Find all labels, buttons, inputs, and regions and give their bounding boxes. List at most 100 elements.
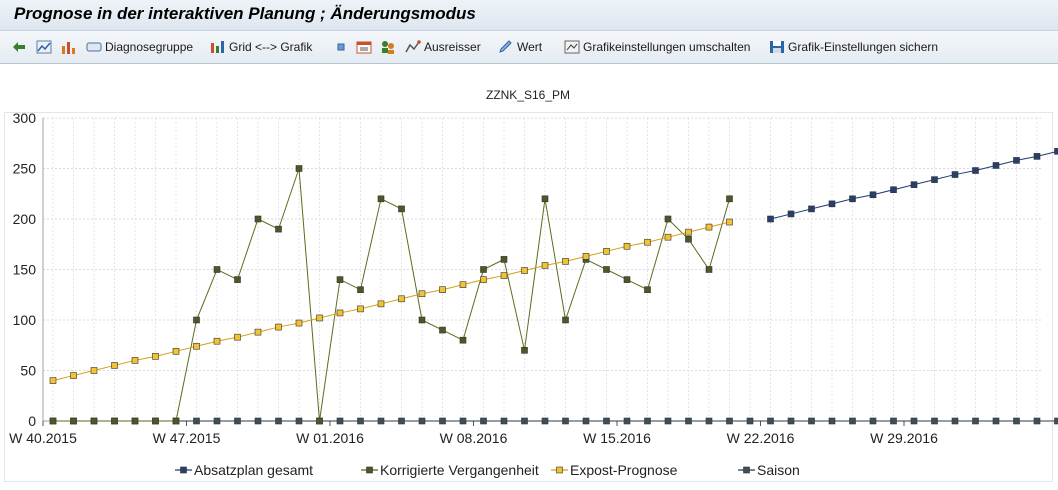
data-point xyxy=(172,348,180,355)
window-title: Prognose in der interaktiven Planung ; Ä… xyxy=(14,4,476,23)
square-button[interactable] xyxy=(332,37,349,57)
data-point xyxy=(336,417,344,425)
grid-chart-icon xyxy=(209,39,226,55)
diagnosegruppe-button[interactable]: Diagnosegruppe xyxy=(85,37,193,57)
data-point xyxy=(480,266,487,273)
data-point xyxy=(992,162,1000,169)
y-tick-label: 0 xyxy=(28,413,36,429)
data-point xyxy=(931,417,938,425)
data-point xyxy=(910,181,918,188)
outlier-icon xyxy=(404,39,421,55)
calendar-button[interactable] xyxy=(355,37,372,57)
grafik-einstellungen-sichern-button[interactable]: Grafik-Einstellungen sichern xyxy=(768,37,938,57)
settings-switch-icon xyxy=(563,39,580,55)
series-line-2 xyxy=(52,221,730,382)
grafikeinstellungen-umschalten-button[interactable]: Grafikeinstellungen umschalten xyxy=(563,37,750,57)
data-point xyxy=(459,336,467,344)
data-point xyxy=(890,186,897,194)
line-chart-button[interactable] xyxy=(35,37,52,57)
sort-button[interactable] xyxy=(59,37,76,57)
data-point xyxy=(787,210,795,218)
data-point xyxy=(541,195,549,203)
data-point xyxy=(664,215,672,223)
data-point xyxy=(459,417,467,425)
data-point xyxy=(213,417,221,425)
data-point xyxy=(111,362,118,369)
data-point xyxy=(295,417,303,425)
data-point xyxy=(521,267,528,274)
data-point xyxy=(480,417,487,425)
data-point xyxy=(992,417,1000,425)
people-button[interactable] xyxy=(379,37,396,57)
wert-button[interactable]: Wert xyxy=(497,37,542,57)
legend-marker xyxy=(366,466,373,474)
y-tick-label: 100 xyxy=(13,312,37,328)
series-line-1 xyxy=(53,168,730,422)
x-tick-label: W 15.2016 xyxy=(583,430,651,446)
data-point xyxy=(562,417,569,425)
bar-sort-icon xyxy=(59,39,76,55)
title-bar: Prognose in der interaktiven Planung ; Ä… xyxy=(0,0,1058,31)
x-tick-label: W 40.2015 xyxy=(9,430,77,446)
y-tick-label: 200 xyxy=(13,211,37,227)
data-point xyxy=(664,233,672,241)
back-arrow-icon xyxy=(10,39,27,55)
chart-area: ZZNK_S16_PM 0 50 100 150 200 250 300 W 40.2015… xyxy=(0,64,1058,490)
data-point xyxy=(849,417,856,425)
data-point xyxy=(152,353,159,360)
data-point xyxy=(398,205,405,213)
data-point xyxy=(562,258,569,265)
data-point xyxy=(787,417,795,425)
diagnosegruppe-label: Diagnosegruppe xyxy=(105,40,194,54)
data-point xyxy=(111,417,118,425)
data-point xyxy=(377,300,385,308)
data-point xyxy=(377,417,385,425)
data-point xyxy=(500,417,508,425)
ausreisser-label: Ausreisser xyxy=(424,40,481,54)
data-point xyxy=(193,417,200,425)
data-point xyxy=(254,417,262,425)
y-tick-label: 300 xyxy=(13,110,37,126)
data-point xyxy=(705,417,713,425)
data-point xyxy=(70,372,77,379)
data-point xyxy=(869,191,877,199)
legend-label: Expost-Prognose xyxy=(570,462,678,478)
data-point xyxy=(398,295,405,303)
grid-grafik-button[interactable]: Grid <--> Grafik xyxy=(209,37,312,57)
chart-title: ZZNK_S16_PM xyxy=(486,88,570,102)
data-point xyxy=(1054,148,1058,155)
data-point xyxy=(275,417,282,425)
data-point xyxy=(1033,153,1041,160)
legend-marker xyxy=(180,466,187,474)
data-point xyxy=(316,314,323,322)
data-point xyxy=(849,195,856,203)
y-axis-ticks: 0 50 100 150 200 250 300 xyxy=(13,110,37,429)
y-tick-label: 250 xyxy=(13,161,37,177)
data-point xyxy=(480,276,487,283)
data-point xyxy=(418,417,426,425)
x-tick-label: W 08.2016 xyxy=(440,430,508,446)
forecast-chart: ZZNK_S16_PM 0 50 100 150 200 250 300 W 40.2015… xyxy=(9,88,1058,478)
data-point xyxy=(90,417,98,425)
x-tick-label: W 47.2015 xyxy=(153,430,221,446)
ausreisser-button[interactable]: Ausreisser xyxy=(404,37,481,57)
data-point xyxy=(623,242,631,250)
calendar-icon xyxy=(355,39,372,55)
data-point xyxy=(172,417,180,425)
data-point xyxy=(726,218,733,226)
data-point xyxy=(234,276,241,283)
data-point xyxy=(398,417,405,425)
back-button[interactable] xyxy=(10,37,27,57)
data-point xyxy=(623,276,631,283)
data-point xyxy=(644,417,651,425)
grafik-einstellungen-sichern-label: Grafik-Einstellungen sichern xyxy=(788,40,939,54)
data-point xyxy=(90,367,98,374)
data-point xyxy=(972,417,979,425)
data-point xyxy=(213,337,221,345)
data-point xyxy=(193,316,200,324)
diagnosis-icon xyxy=(85,39,102,55)
data-point xyxy=(603,417,610,425)
data-point xyxy=(767,417,774,425)
data-point xyxy=(152,417,159,425)
chart-legend: Absatzplan gesamt Korrigierte Vergangenhe… xyxy=(175,462,800,478)
